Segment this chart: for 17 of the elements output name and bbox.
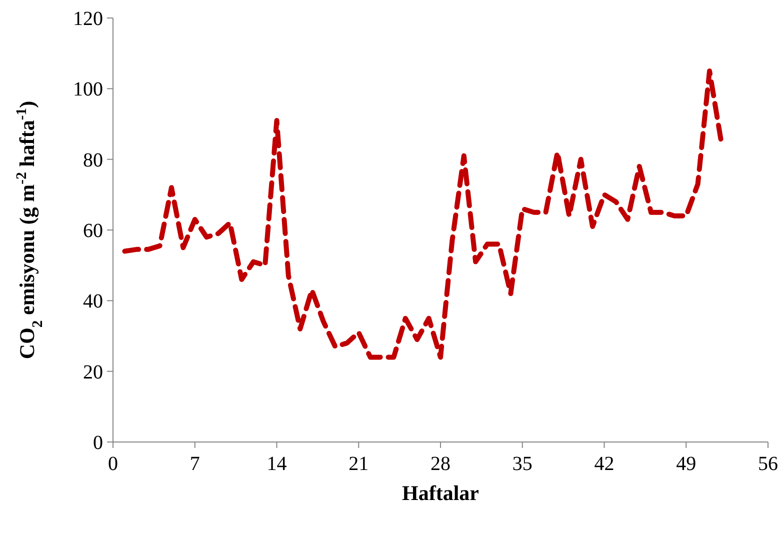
y-tick-label: 60 xyxy=(83,220,103,242)
x-tick-label: 35 xyxy=(512,453,532,475)
x-tick-label: 56 xyxy=(758,453,778,475)
y-tick-label: 120 xyxy=(73,8,103,30)
y-tick-label: 100 xyxy=(73,78,103,101)
x-tick-label: 0 xyxy=(108,453,118,475)
x-tick-label: 21 xyxy=(348,453,369,475)
x-axis-title: Haftalar xyxy=(402,481,479,505)
y-tick-label: 0 xyxy=(93,432,103,454)
x-tick-label: 14 xyxy=(266,453,287,475)
y-tick-label: 40 xyxy=(83,290,103,313)
x-tick-label: 42 xyxy=(594,453,614,475)
y-tick-label: 80 xyxy=(83,149,103,172)
x-tick-label: 49 xyxy=(676,453,696,475)
x-tick-label: 7 xyxy=(190,453,200,475)
x-tick-label: 28 xyxy=(430,453,450,475)
y-tick-label: 20 xyxy=(83,361,103,384)
